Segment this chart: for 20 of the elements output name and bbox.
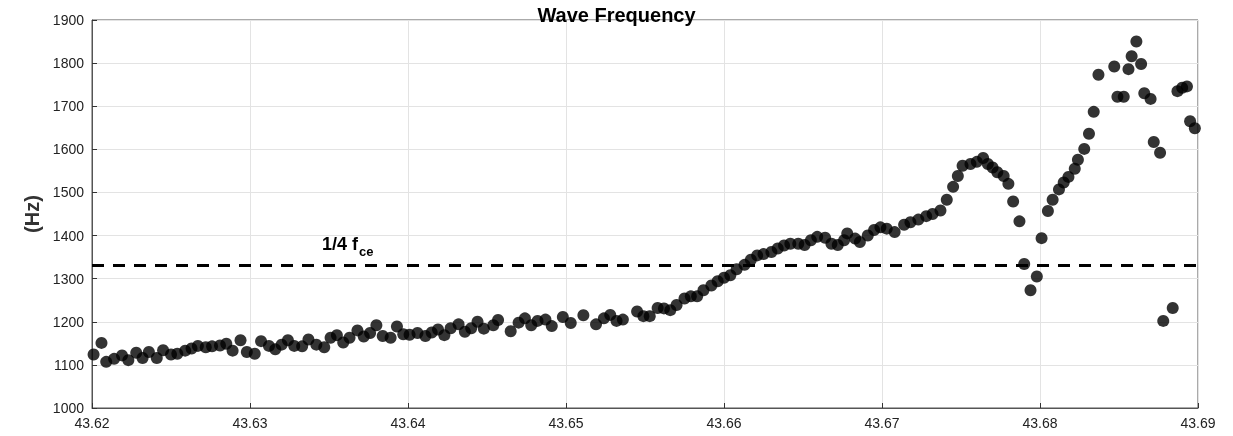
x-tick-label: 43.66 [706, 415, 742, 431]
y-tick-label: 1700 [52, 98, 85, 115]
x-tick-label: 43.64 [390, 415, 426, 431]
y-tick-label: 1500 [52, 184, 85, 201]
y-tick-label: 1800 [52, 55, 85, 72]
chart-title: Wave Frequency [537, 4, 697, 26]
y-axis-title: (Hz) [20, 195, 43, 233]
x-tick-label: 43.65 [548, 415, 584, 431]
x-tick-label: 43.69 [1180, 415, 1216, 431]
y-tick-label: 1900 [52, 12, 85, 28]
y-tick-label: 1300 [52, 270, 85, 287]
x-tick-label: 43.68 [1022, 415, 1058, 431]
y-tick-label: 1200 [52, 313, 85, 330]
y-tick-label: 1600 [52, 141, 85, 158]
y-tick-label: 1000 [52, 400, 85, 416]
x-tick-label: 43.63 [232, 415, 268, 431]
x-tick-label: 43.62 [74, 415, 110, 431]
y-tick-label: 1400 [52, 227, 85, 244]
x-tick-label: 43.67 [864, 415, 900, 431]
y-tick-label: 1100 [53, 356, 85, 373]
